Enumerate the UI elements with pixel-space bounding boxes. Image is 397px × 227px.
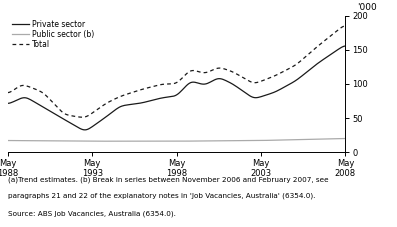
- Text: '000: '000: [357, 3, 377, 12]
- Text: (a)Trend estimates. (b) Break in series between November 2006 and February 2007,: (a)Trend estimates. (b) Break in series …: [8, 177, 329, 183]
- Text: paragraphs 21 and 22 of the explanatory notes in 'Job Vacancies, Australia' (635: paragraphs 21 and 22 of the explanatory …: [8, 192, 315, 199]
- Legend: Private sector, Public sector (b), Total: Private sector, Public sector (b), Total: [12, 20, 94, 49]
- Text: Source: ABS Job Vacancies, Australia (6354.0).: Source: ABS Job Vacancies, Australia (63…: [8, 211, 176, 217]
